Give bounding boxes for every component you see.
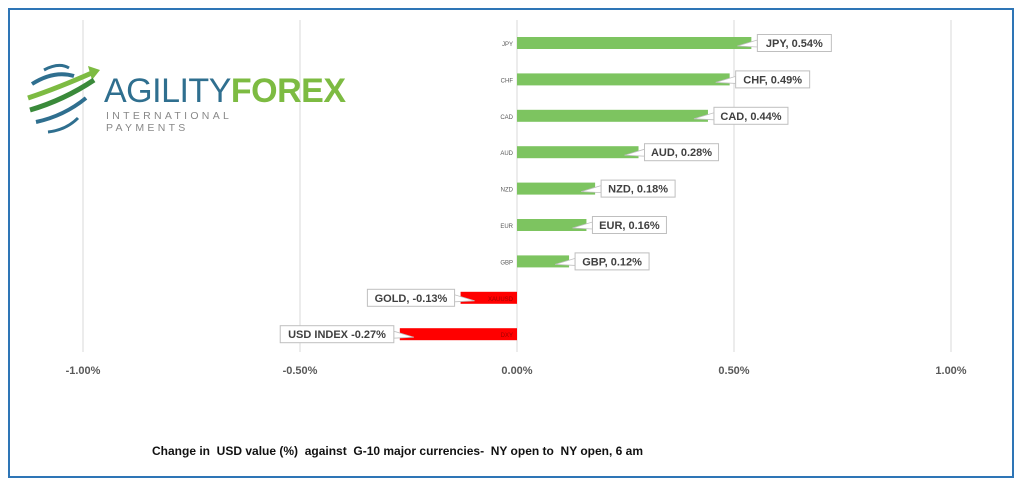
bar bbox=[517, 146, 639, 159]
x-tick-label: -0.50% bbox=[283, 365, 318, 377]
svg-text:AUD, 0.28%: AUD, 0.28% bbox=[651, 147, 712, 159]
data-label: CAD, 0.44% bbox=[693, 106, 789, 125]
x-tick-label: 0.00% bbox=[501, 365, 532, 377]
category-label: GBP bbox=[500, 260, 513, 266]
logo-tagline: INTERNATIONAL PAYMENTS bbox=[106, 110, 232, 134]
category-label: CAD bbox=[500, 115, 513, 121]
svg-text:EUR, 0.16%: EUR, 0.16% bbox=[599, 220, 660, 232]
x-tick-label: 1.00% bbox=[935, 365, 966, 377]
logo-part1: AGILITY bbox=[104, 72, 231, 110]
agilityforex-logo: AGILITYFOREX INTERNATIONAL PAYMENTS bbox=[24, 58, 346, 138]
svg-text:GBP, 0.12%: GBP, 0.12% bbox=[582, 256, 642, 268]
bar bbox=[517, 109, 708, 122]
bar bbox=[517, 255, 570, 268]
category-label: EUR bbox=[500, 224, 513, 230]
data-label: JPY, 0.54% bbox=[737, 34, 832, 52]
svg-text:JPY, 0.54%: JPY, 0.54% bbox=[766, 38, 823, 50]
bar bbox=[517, 73, 730, 86]
x-tick-label: -1.00% bbox=[66, 365, 101, 377]
globe-arrow-icon bbox=[27, 63, 100, 134]
bar bbox=[517, 37, 752, 49]
data-label: CHF, 0.49% bbox=[715, 70, 811, 89]
data-label: NZD, 0.18% bbox=[581, 179, 676, 198]
data-label: USD INDEX -0.27% bbox=[279, 325, 414, 344]
bar bbox=[517, 182, 596, 195]
data-label: AUD, 0.28% bbox=[624, 143, 720, 162]
svg-text:CHF, 0.49%: CHF, 0.49% bbox=[743, 74, 802, 86]
svg-text:USD INDEX -0.27%: USD INDEX -0.27% bbox=[288, 329, 386, 341]
category-label: NZD bbox=[501, 188, 514, 194]
svg-text:NZD, 0.18%: NZD, 0.18% bbox=[608, 184, 668, 196]
svg-text:CAD, 0.44%: CAD, 0.44% bbox=[720, 111, 781, 123]
logo-wordmark: AGILITYFOREX bbox=[104, 72, 346, 111]
x-tick-label: 0.50% bbox=[718, 365, 749, 377]
category-label: AUD bbox=[500, 151, 513, 157]
chart-caption: Change in USD value (%) against G-10 maj… bbox=[152, 444, 644, 458]
data-label: GOLD, -0.13% bbox=[366, 288, 475, 307]
category-label: DXY bbox=[501, 333, 513, 339]
category-label: XAUUSD bbox=[488, 297, 514, 303]
data-label: GBP, 0.12% bbox=[554, 252, 650, 271]
bar bbox=[399, 328, 517, 341]
svg-text:GOLD, -0.13%: GOLD, -0.13% bbox=[375, 293, 448, 305]
data-label: EUR, 0.16% bbox=[572, 216, 667, 234]
bar bbox=[460, 291, 517, 304]
logo-part2: FOREX bbox=[230, 72, 346, 110]
bar bbox=[517, 219, 587, 231]
category-label: JPY bbox=[502, 42, 513, 48]
category-label: CHF bbox=[501, 78, 514, 84]
chart-frame bbox=[8, 8, 1014, 478]
